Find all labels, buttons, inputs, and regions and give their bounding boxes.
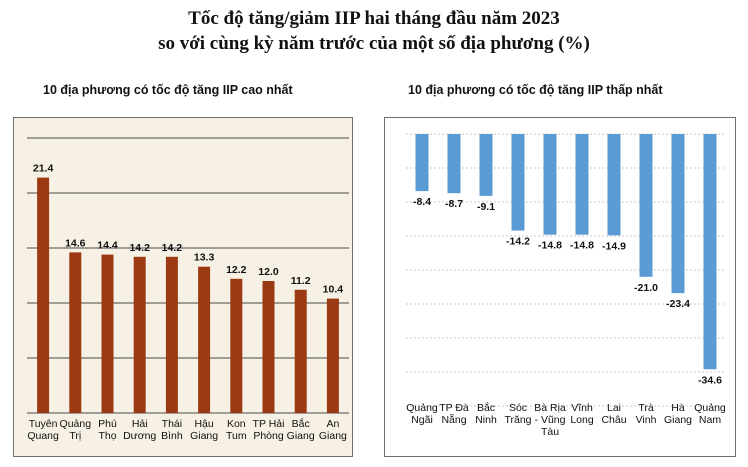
right-category-label: Trà	[638, 402, 654, 414]
right-category-label: Bà Rịa	[534, 402, 566, 414]
right-chart-subtitle: 10 địa phương có tốc độ tăng IIP thấp nh…	[408, 83, 663, 97]
right-category-label: - Vũng	[535, 414, 566, 426]
right-value-label: -14.8	[538, 240, 562, 252]
left-category-label: Bắc	[292, 417, 310, 430]
left-category-label: Giang	[287, 430, 315, 442]
left-value-label: 14.2	[129, 242, 150, 254]
left-value-label: 13.3	[194, 252, 215, 264]
right-value-label: -8.7	[445, 198, 463, 210]
left-category-label: Hải	[132, 418, 148, 430]
left-value-label: 10.4	[323, 284, 344, 296]
right-category-label: Giang	[664, 414, 692, 426]
left-bar	[326, 298, 339, 413]
right-bar	[543, 134, 557, 235]
right-bar	[575, 134, 589, 235]
left-chart-subtitle: 10 địa phương có tốc độ tăng IIP cao nhấ…	[43, 83, 293, 97]
left-value-label: 14.6	[65, 237, 86, 249]
right-value-label: -14.2	[506, 236, 530, 248]
left-bar	[37, 177, 50, 413]
right-category-label: Nẵng	[441, 413, 466, 426]
right-category-label: Quảng	[694, 402, 726, 414]
right-bar	[511, 134, 525, 231]
chart-title-line-2: so với cùng kỳ năm trước của một số địa …	[158, 33, 590, 54]
right-value-label: -8.4	[413, 196, 431, 208]
left-value-label: 21.4	[33, 163, 54, 175]
right-value-label: -34.6	[698, 374, 722, 386]
left-bar	[133, 256, 146, 413]
right-category-label: TP Đà	[439, 402, 469, 414]
left-value-label: 11.2	[291, 275, 311, 287]
right-category-label: Hà	[671, 402, 685, 414]
right-category-label: Ninh	[475, 414, 497, 426]
left-category-label: Quang	[27, 430, 59, 442]
right-category-label: Bắc	[477, 401, 495, 414]
right-value-label: -14.8	[570, 240, 594, 252]
left-category-label: Phú	[98, 418, 117, 430]
left-category-label: Giang	[319, 430, 347, 442]
left-value-label: 12.0	[258, 266, 279, 278]
left-category-label: Thọ	[98, 430, 116, 442]
left-bar	[262, 281, 275, 413]
left-category-label: Thái	[162, 418, 182, 430]
left-category-label: Trị	[69, 430, 81, 442]
left-value-label: 14.2	[162, 242, 183, 254]
left-category-label: Tum	[226, 430, 247, 442]
right-bar	[607, 134, 621, 236]
chart-title-line-1: Tốc độ tăng/giảm IIP hai tháng đầu năm 2…	[188, 8, 560, 29]
right-value-label: -23.4	[666, 298, 690, 310]
left-bar	[294, 289, 307, 413]
right-bar	[447, 134, 461, 194]
left-category-label: Dương	[123, 430, 156, 442]
right-value-label: -14.9	[602, 240, 626, 252]
left-bar	[230, 278, 243, 413]
right-category-label: Ngãi	[411, 414, 433, 426]
left-bar	[69, 252, 82, 413]
right-category-label: Châu	[601, 414, 626, 426]
left-category-label: Kon	[227, 418, 246, 430]
right-category-label: Quảng	[406, 402, 438, 414]
left-category-label: Hậu	[194, 418, 213, 430]
left-value-label: 14.4	[97, 240, 118, 252]
left-category-label: Quảng	[60, 418, 92, 430]
right-bar	[415, 134, 429, 192]
left-category-label: TP Hải	[253, 418, 285, 430]
right-category-label: Trăng	[504, 414, 531, 426]
right-category-label: Vĩnh	[571, 402, 593, 414]
left-bar	[198, 266, 211, 413]
chart-title: Tốc độ tăng/giảm IIP hai tháng đầu năm 2…	[0, 6, 748, 56]
right-category-label: Tàu	[541, 426, 559, 438]
right-bar	[479, 134, 493, 196]
right-bar	[671, 134, 685, 294]
left-category-label: Tuyên	[29, 418, 58, 430]
left-category-label: Giang	[190, 430, 218, 442]
left-bar	[101, 254, 114, 413]
left-category-label: Phòng	[253, 430, 284, 442]
left-category-label: Bình	[161, 430, 183, 442]
right-category-label: Nam	[699, 414, 721, 426]
right-category-label: Vinh	[636, 414, 657, 426]
right-bar	[703, 134, 717, 370]
right-category-label: Long	[570, 414, 594, 426]
right-value-label: -21.0	[634, 282, 658, 294]
right-bar	[639, 134, 653, 277]
left-bar	[165, 256, 178, 413]
right-category-label: Sóc	[509, 402, 527, 414]
left-value-label: 12.2	[226, 264, 247, 276]
right-category-label: Lai	[607, 402, 621, 414]
right-value-label: -9.1	[477, 201, 495, 213]
left-category-label: An	[326, 418, 339, 430]
